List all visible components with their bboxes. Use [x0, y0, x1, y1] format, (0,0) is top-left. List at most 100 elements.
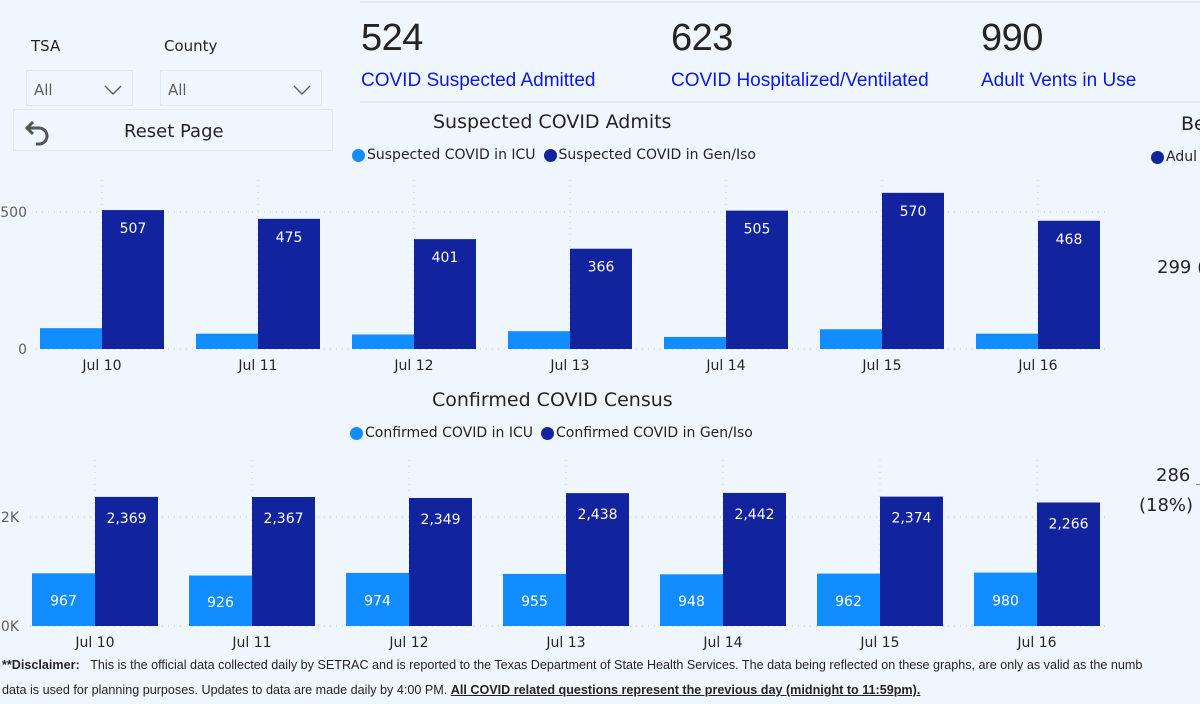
bar-icu[interactable] [189, 575, 252, 626]
bar-icu[interactable] [664, 336, 726, 349]
data-label: 980 [992, 593, 1019, 609]
data-label: 507 [120, 221, 147, 237]
county-filter-label: County [164, 37, 218, 55]
bar-icu[interactable] [503, 573, 566, 626]
data-label: 2,374 [891, 511, 931, 527]
kpi-suspected-admitted-label: COVID Suspected Admitted [361, 70, 596, 91]
tsa-dropdown-value: All [34, 81, 53, 99]
bar-gen-iso[interactable] [102, 210, 164, 349]
y-tick-label: 500 [0, 205, 27, 221]
legend-item-gen-iso[interactable]: Confirmed COVID in Gen/Iso [540, 425, 753, 441]
data-label: 967 [50, 594, 77, 610]
legend-dot-icon [1151, 150, 1164, 164]
x-tick-label: Jul 14 [705, 358, 745, 374]
x-tick-label: Jul 16 [1017, 358, 1057, 374]
disclaimer-line-1: **Disclaimer: This is the official data … [2, 658, 1142, 672]
data-label: 2,442 [734, 507, 774, 523]
legend-item-icu[interactable]: Suspected COVID in ICU [352, 147, 536, 163]
bar-gen-iso[interactable] [252, 496, 315, 626]
chevron-down-icon [293, 85, 311, 95]
bar-icu[interactable] [508, 331, 570, 349]
side-visual-value-top: 299 ( [1157, 257, 1200, 278]
x-tick-label: Jul 15 [859, 635, 899, 651]
x-tick-label: Jul 13 [549, 358, 589, 374]
kpi-hospitalized-ventilated-value: 623 [671, 17, 733, 59]
data-label: 2,266 [1048, 517, 1088, 533]
bar-gen-iso[interactable] [95, 496, 158, 626]
x-tick-label: Jul 11 [231, 635, 271, 651]
bar-gen-iso[interactable] [726, 210, 788, 349]
bar-gen-iso[interactable] [409, 497, 472, 626]
bar-icu[interactable] [196, 333, 258, 349]
suspected-admits-title: Suspected COVID Admits [433, 111, 672, 133]
reset-page-label: Reset Page [124, 121, 224, 142]
legend-item-gen-iso[interactable]: Suspected COVID in Gen/Iso [543, 147, 756, 163]
disclaimer-line-2: data is used for planning purposes. Upda… [2, 683, 920, 697]
bar-gen-iso[interactable] [566, 493, 629, 626]
bar-gen-iso[interactable] [258, 218, 320, 349]
bar-gen-iso[interactable] [570, 248, 632, 349]
side-visual-value-bottom: 286 [1156, 465, 1191, 486]
x-tick-label: Jul 14 [702, 635, 742, 651]
undo-icon [24, 120, 49, 146]
confirmed-census-title: Confirmed COVID Census [432, 389, 673, 411]
bar-gen-iso[interactable] [414, 239, 476, 349]
confirmed-census-legend: Confirmed COVID in ICU Confirmed COVID i… [350, 425, 761, 441]
data-label: 468 [1056, 232, 1083, 248]
side-visual-value-bottom-pct: (18%) [1139, 495, 1194, 516]
legend-label: Adul [1166, 149, 1197, 165]
bar-icu[interactable] [974, 572, 1037, 626]
data-label: 2,367 [263, 511, 303, 527]
bar-icu[interactable] [976, 333, 1038, 349]
disclaimer-prefix: **Disclaimer: [2, 658, 80, 672]
kpi-suspected-admitted-value: 524 [361, 17, 423, 59]
bar-gen-iso[interactable] [723, 492, 786, 626]
bar-icu[interactable] [32, 573, 95, 626]
kpi-adult-vents-value: 990 [981, 17, 1043, 59]
x-tick-label: Jul 10 [74, 635, 114, 651]
bar-gen-iso[interactable] [1038, 220, 1100, 349]
bar-icu[interactable] [40, 328, 102, 349]
data-label: 2,438 [577, 507, 617, 523]
county-dropdown-value: All [168, 81, 187, 99]
legend-dot-icon [350, 426, 363, 440]
x-tick-label: Jul 11 [237, 358, 277, 374]
confirmed-census-chart: 0K 2K 967 2,369 Jul 10 926 2,367 Jul 11 974 2,349… [1, 460, 1105, 651]
kpi-bottom-divider [360, 101, 1200, 103]
data-label: 948 [678, 594, 705, 610]
legend-label: Confirmed COVID in Gen/Iso [555, 425, 753, 441]
x-tick-label: Jul 16 [1016, 635, 1056, 651]
disclaimer-emphasis: All COVID related questions represent th… [450, 683, 921, 697]
data-label: 570 [900, 204, 927, 220]
bar-icu[interactable] [346, 572, 409, 626]
suspected-admits-legend: Suspected COVID in ICU Suspected COVID i… [352, 147, 764, 163]
bar-icu[interactable] [352, 334, 414, 349]
bar-gen-iso[interactable] [882, 192, 944, 349]
tsa-dropdown[interactable]: All [26, 70, 133, 106]
tsa-filter-label: TSA [31, 37, 61, 55]
data-label: 401 [432, 250, 459, 266]
chevron-down-icon [104, 85, 122, 95]
legend-item-adult[interactable]: Adul [1151, 149, 1197, 165]
disclaimer-text-1: This is the official data collected dail… [90, 658, 1143, 672]
legend-label: Confirmed COVID in ICU [365, 425, 533, 441]
data-label: 962 [835, 594, 862, 610]
bar-icu[interactable] [660, 574, 723, 626]
data-label: 926 [207, 595, 234, 611]
data-label: 955 [521, 594, 548, 610]
data-label: 974 [364, 593, 391, 609]
data-label: 2,349 [420, 512, 460, 528]
bar-icu[interactable] [817, 573, 880, 626]
county-dropdown[interactable]: All [160, 70, 322, 106]
bar-icu[interactable] [820, 329, 882, 349]
bar-gen-iso[interactable] [880, 496, 943, 626]
x-tick-label: Jul 12 [393, 358, 433, 374]
x-tick-label: Jul 12 [388, 635, 428, 651]
bar-gen-iso[interactable] [1037, 502, 1100, 626]
data-label: 366 [588, 260, 615, 276]
reset-page-button[interactable]: Reset Page [13, 109, 333, 151]
legend-dot-icon [540, 426, 554, 440]
legend-label: Suspected COVID in ICU [367, 147, 536, 163]
x-tick-label: Jul 15 [861, 358, 901, 374]
legend-item-icu[interactable]: Confirmed COVID in ICU [350, 425, 533, 441]
